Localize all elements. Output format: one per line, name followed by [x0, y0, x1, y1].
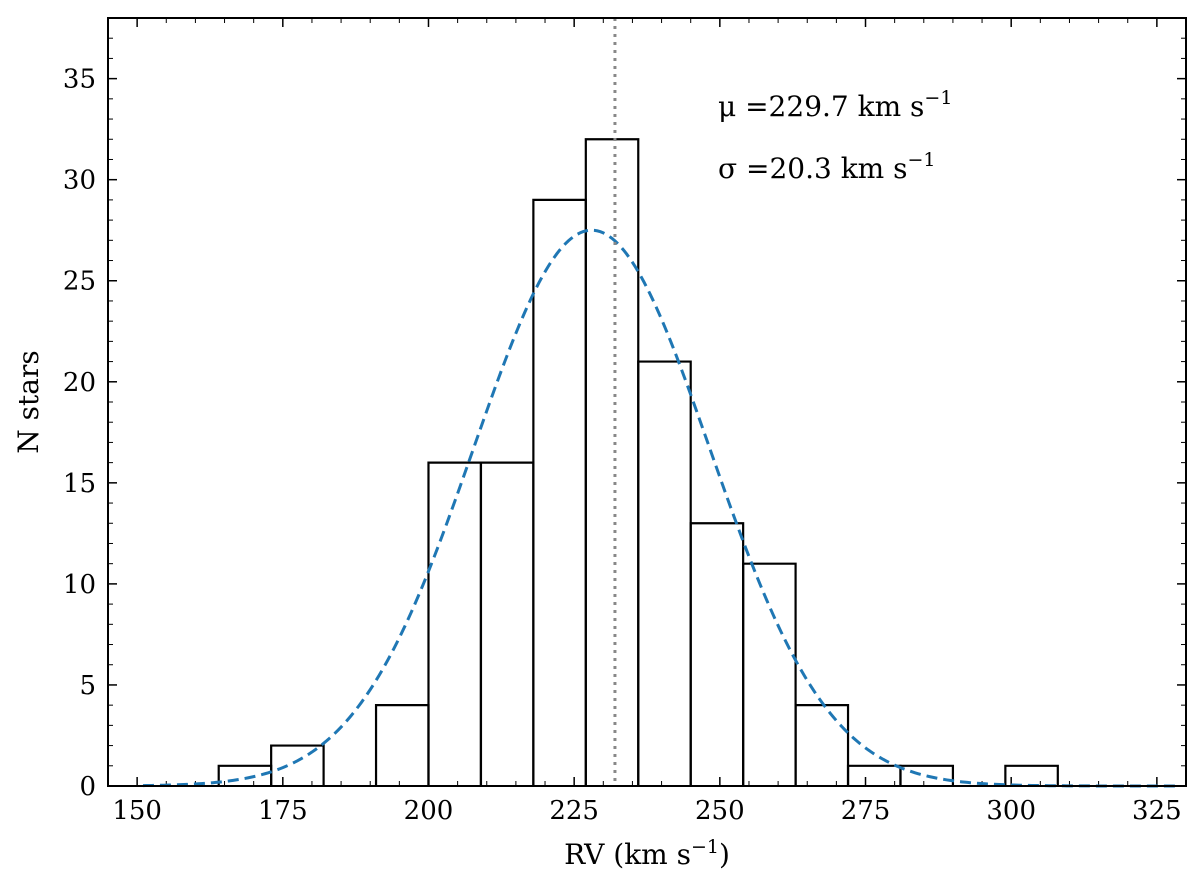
plot-area — [142, 18, 1181, 788]
x-tick-label: 200 — [404, 796, 454, 826]
y-axis-label: N stars — [12, 350, 45, 453]
histogram-bar — [270, 744, 325, 786]
gaussian-fit-curve — [142, 228, 1181, 788]
annotation-sigma-sup: −1 — [908, 149, 936, 171]
y-tick-label: 15 — [63, 469, 96, 499]
y-tick-label: 10 — [63, 570, 96, 600]
x-tick-labels: 150 175 200 225 250 275 300 325 — [112, 796, 1181, 826]
histogram-bar — [532, 198, 587, 786]
histogram-bar — [846, 764, 902, 786]
axis-ticks — [108, 17, 1187, 787]
x-tick-label: 325 — [1132, 796, 1182, 826]
y-tick-label: 20 — [63, 368, 96, 398]
histogram-bar — [742, 562, 797, 786]
y-tick-label: 25 — [63, 267, 96, 297]
y-tick-label: 30 — [63, 166, 96, 196]
y-tick-labels: 0 5 10 15 20 25 30 35 — [63, 65, 96, 802]
x-tick-label: 300 — [986, 796, 1036, 826]
x-tick-label: 225 — [549, 796, 599, 826]
histogram-bar — [1004, 764, 1059, 786]
annotation-mu-text: μ =229.7 km s — [718, 90, 924, 123]
histogram-bar — [794, 704, 850, 786]
x-tick-label: 275 — [841, 796, 891, 826]
plot-frame — [107, 17, 1187, 787]
histogram-bar — [217, 764, 273, 786]
histogram-bar — [689, 522, 745, 786]
x-axis-label-sup: −1 — [691, 836, 719, 858]
y-tick-label: 35 — [63, 65, 96, 95]
x-axis-label: RV (km s−1) — [564, 836, 730, 871]
y-tick-label: 0 — [79, 772, 96, 802]
x-tick-label: 150 — [112, 796, 162, 826]
histogram-bar — [374, 704, 430, 786]
histogram-bar — [427, 461, 483, 786]
annotation-sigma-text: σ =20.3 km s — [718, 152, 908, 185]
x-tick-label: 250 — [695, 796, 745, 826]
histogram-bar — [637, 360, 692, 786]
histogram-bar — [584, 138, 640, 786]
annotation-mu-sup: −1 — [924, 87, 952, 109]
x-tick-label: 175 — [258, 796, 308, 826]
annotation-mu: μ =229.7 km s−1 — [718, 87, 952, 123]
histogram-bar — [479, 461, 535, 786]
x-axis-label-prefix: RV (km s — [564, 838, 691, 871]
histogram-bar — [899, 764, 955, 786]
annotation-sigma: σ =20.3 km s−1 — [718, 149, 936, 185]
x-axis-label-suffix: ) — [719, 838, 730, 871]
y-tick-label: 5 — [79, 671, 96, 701]
